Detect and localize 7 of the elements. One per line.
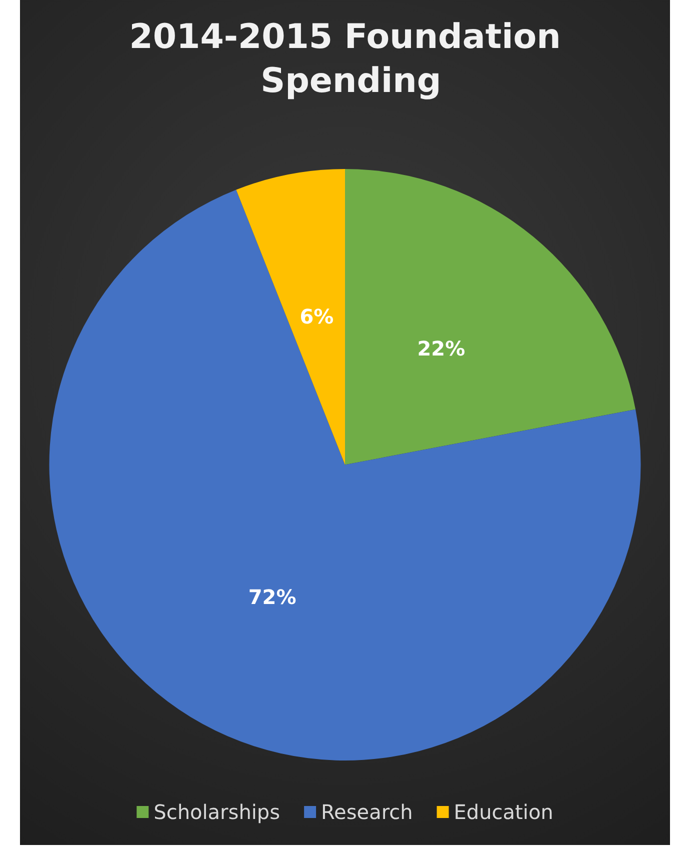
legend-label: Scholarships [154,800,280,824]
legend-label: Research [321,800,413,824]
legend-label: Education [454,800,554,824]
data-label: 72% [248,584,296,609]
chart-title: 2014-2015 Foundation Spending [129,17,561,101]
data-label: 6% [300,304,334,329]
data-label: 22% [417,336,466,360]
